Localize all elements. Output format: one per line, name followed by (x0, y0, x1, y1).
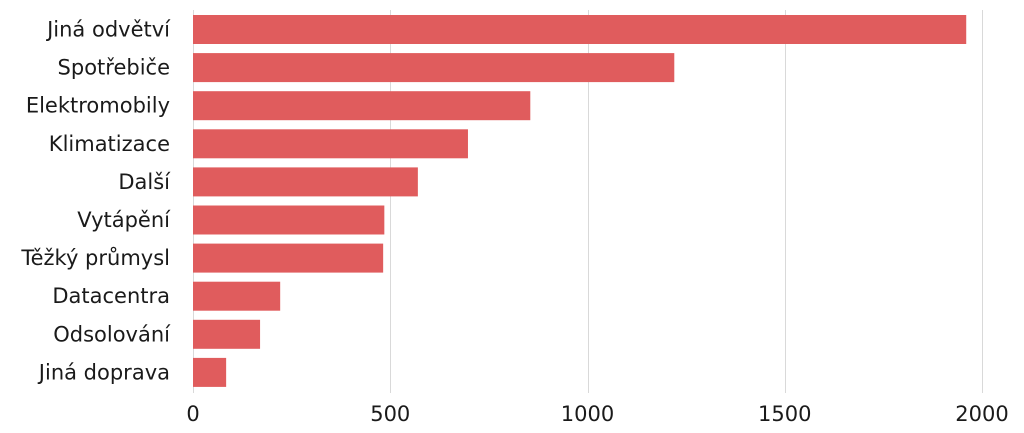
category-label: Těžký průmysl (20, 246, 170, 270)
bars (193, 15, 967, 387)
bar-10 (193, 357, 227, 387)
bar-9 (193, 319, 261, 349)
category-labels: Jiná odvětví Spotřebiče Elektromobily Klima… (20, 18, 171, 385)
bar-4 (193, 129, 468, 159)
category-label: Jiná doprava (37, 360, 170, 384)
bar-8 (193, 281, 281, 311)
category-label: Datacentra (52, 284, 170, 308)
x-tick-label: 2000 (955, 402, 1008, 426)
category-label: Odsolování (53, 322, 171, 346)
x-tick-label: 500 (370, 402, 410, 426)
category-label: Klimatizace (49, 132, 170, 156)
category-label: Spotřebiče (58, 56, 170, 80)
bar-6 (193, 205, 385, 235)
category-label: Elektromobily (26, 94, 170, 118)
bar-1 (193, 15, 967, 44)
category-label: Jiná odvětví (45, 18, 171, 42)
category-label: Další (118, 170, 171, 194)
x-tick-label: 1000 (561, 402, 614, 426)
x-axis-tick-labels: 0 500 1000 1500 2000 (186, 402, 1008, 426)
bar-2 (193, 53, 675, 83)
bar-3 (193, 91, 531, 121)
bar-7 (193, 243, 384, 273)
category-label: Vytápění (77, 208, 171, 232)
x-tick-label: 0 (186, 402, 199, 426)
x-tick-label: 1500 (758, 402, 811, 426)
bar-5 (193, 167, 418, 197)
